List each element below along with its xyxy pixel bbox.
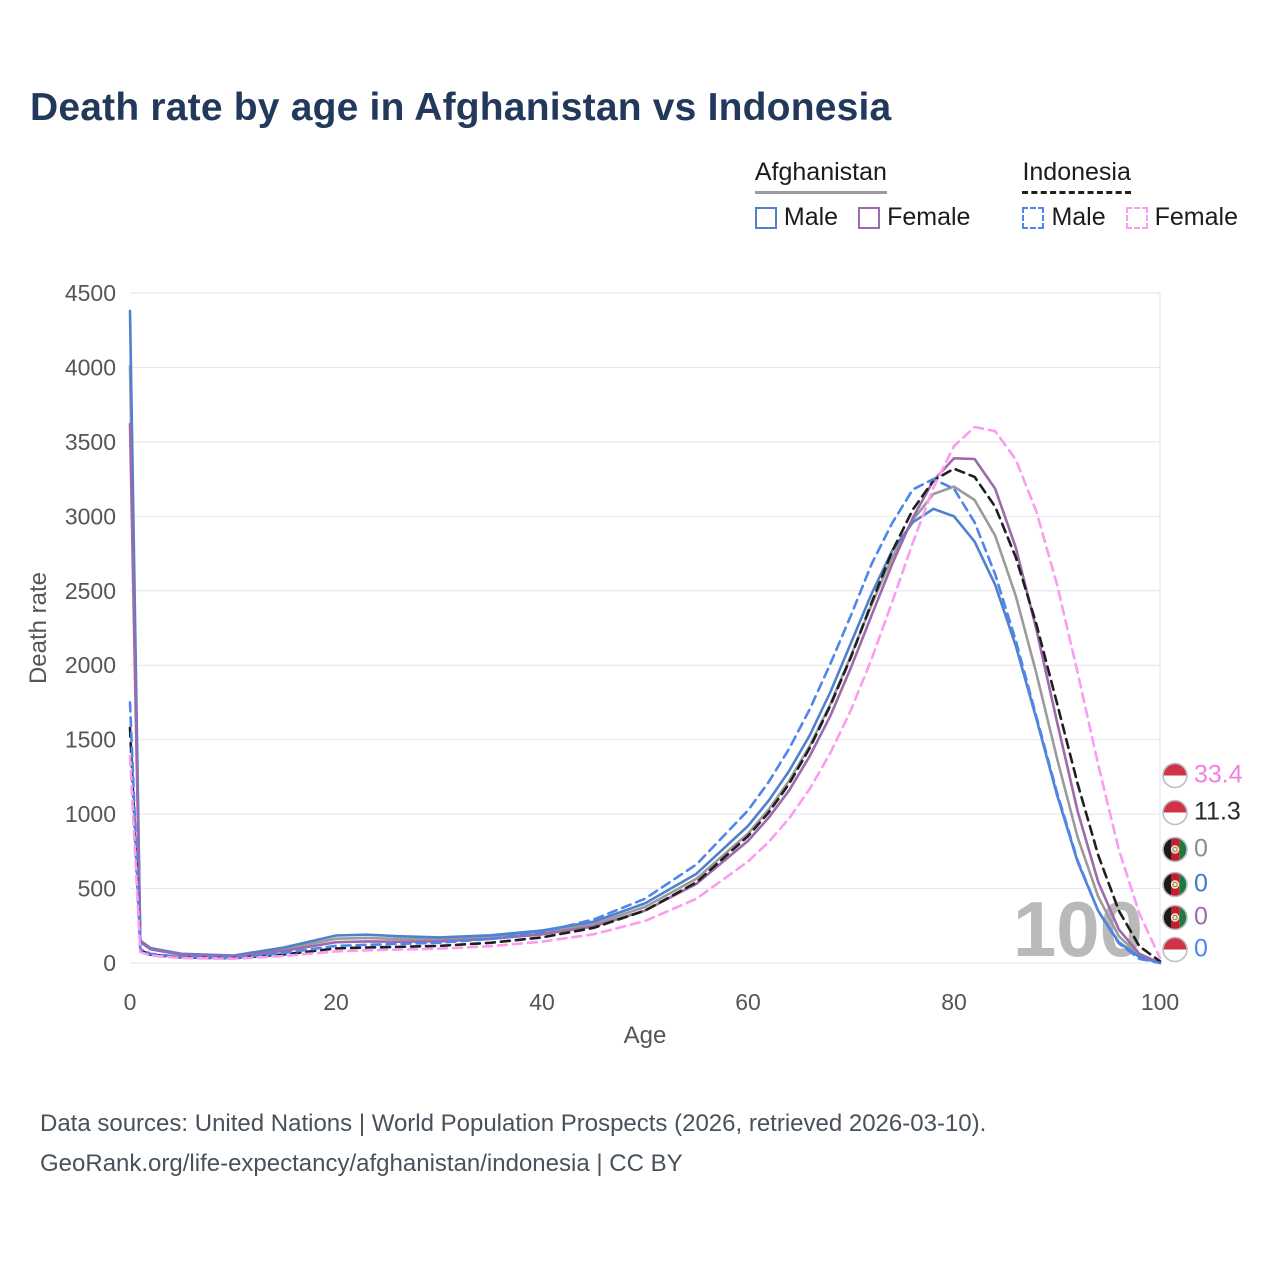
indonesia-female-swatch xyxy=(1125,206,1148,229)
attribution-line: GeoRank.org/life-expectancy/afghanistan/… xyxy=(40,1150,683,1178)
end-value: 33.4 xyxy=(1194,760,1243,789)
page-title: Death rate by age in Afghanistan vs Indo… xyxy=(30,86,892,129)
indonesia-flag-icon xyxy=(1162,762,1188,788)
svg-text:500: 500 xyxy=(78,876,116,902)
svg-text:60: 60 xyxy=(735,989,761,1015)
svg-text:20: 20 xyxy=(323,989,349,1015)
svg-text:1500: 1500 xyxy=(65,727,116,753)
data-sources-line: Data sources: United Nations | World Pop… xyxy=(40,1110,987,1137)
legend-label: Male xyxy=(783,203,839,231)
indonesia-flag-icon xyxy=(1162,936,1188,962)
svg-text:Age: Age xyxy=(624,1022,667,1049)
svg-text:0: 0 xyxy=(124,989,137,1015)
afghanistan-flag-icon xyxy=(1162,904,1188,930)
afghanistan-male-swatch xyxy=(754,206,777,229)
legend-label: Female xyxy=(887,203,971,231)
legend-indonesia-male[interactable]: Male xyxy=(1022,203,1106,232)
svg-text:3000: 3000 xyxy=(65,503,116,529)
afghanistan-flag-icon xyxy=(1162,871,1188,897)
legend-indonesia-female[interactable]: Female xyxy=(1125,203,1238,232)
svg-text:1000: 1000 xyxy=(65,801,116,827)
legend-afghanistan-female[interactable]: Female xyxy=(858,203,970,232)
legend-afghanistan[interactable]: Afghanistan xyxy=(754,158,887,194)
afghanistan-flag-icon xyxy=(1162,836,1188,862)
indonesia-flag-icon xyxy=(1162,799,1188,825)
svg-text:Death rate: Death rate xyxy=(25,572,52,684)
svg-text:2500: 2500 xyxy=(65,578,116,604)
end-label-afghanistan: 0 xyxy=(1162,835,1208,864)
svg-text:0: 0 xyxy=(103,950,116,976)
svg-text:100: 100 xyxy=(1013,885,1143,973)
end-label-indonesia-male: 0 xyxy=(1162,935,1208,964)
end-value: 0 xyxy=(1194,834,1208,863)
legend-group-afghanistan: Afghanistan Male Female xyxy=(754,158,970,232)
afghanistan-female-swatch xyxy=(858,206,881,229)
end-label-afghanistan-male: 0 xyxy=(1162,870,1208,899)
legend-group-indonesia: Indonesia Male Female xyxy=(1022,158,1238,232)
svg-text:4000: 4000 xyxy=(65,354,116,380)
svg-text:40: 40 xyxy=(529,989,555,1015)
end-value: 0 xyxy=(1194,869,1208,898)
end-value: 0 xyxy=(1194,934,1208,963)
svg-text:3500: 3500 xyxy=(65,429,116,455)
end-value: 0 xyxy=(1194,902,1208,931)
svg-text:4500: 4500 xyxy=(65,280,116,306)
legend: Afghanistan Male Female Indonesia Male F… xyxy=(754,158,1238,232)
end-label-afghanistan-female: 0 xyxy=(1162,903,1208,932)
legend-label: Male xyxy=(1051,203,1106,231)
svg-text:2000: 2000 xyxy=(65,652,116,678)
indonesia-male-swatch xyxy=(1022,206,1045,229)
legend-indonesia[interactable]: Indonesia xyxy=(1022,158,1131,194)
end-label-indonesia: 11.3 xyxy=(1162,798,1241,827)
svg-text:80: 80 xyxy=(941,989,967,1015)
footer: Data sources: United Nations | World Pop… xyxy=(40,1104,986,1185)
legend-afghanistan-male[interactable]: Male xyxy=(754,203,839,232)
legend-label: Female xyxy=(1154,203,1238,231)
svg-text:100: 100 xyxy=(1141,989,1179,1015)
end-value: 11.3 xyxy=(1194,797,1241,826)
end-label-indonesia-female: 33.4 xyxy=(1162,761,1243,790)
